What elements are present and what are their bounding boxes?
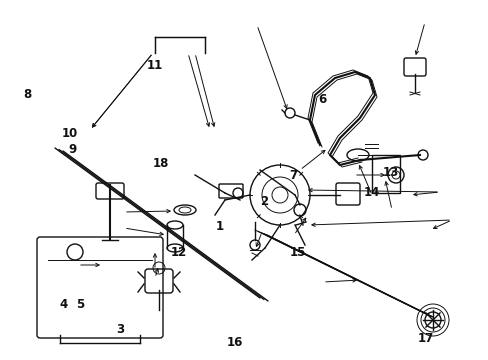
Text: 15: 15 (289, 246, 306, 258)
Text: 3: 3 (116, 323, 123, 336)
Text: 8: 8 (24, 88, 32, 101)
Bar (371, 155, 399, 193)
Text: 14: 14 (363, 186, 379, 199)
Text: 5: 5 (76, 298, 83, 311)
Text: 4: 4 (60, 298, 67, 311)
Text: 18: 18 (153, 157, 169, 170)
Text: 6: 6 (318, 93, 326, 105)
Text: 11: 11 (146, 59, 163, 72)
Text: 12: 12 (170, 246, 186, 258)
Text: 17: 17 (416, 332, 433, 345)
Text: 10: 10 (61, 127, 78, 140)
Text: 13: 13 (382, 166, 399, 179)
Text: 2: 2 (260, 195, 267, 208)
Text: 7: 7 (289, 169, 297, 182)
Text: 16: 16 (226, 336, 243, 348)
Text: 9: 9 (68, 143, 76, 156)
Text: 1: 1 (216, 220, 224, 233)
